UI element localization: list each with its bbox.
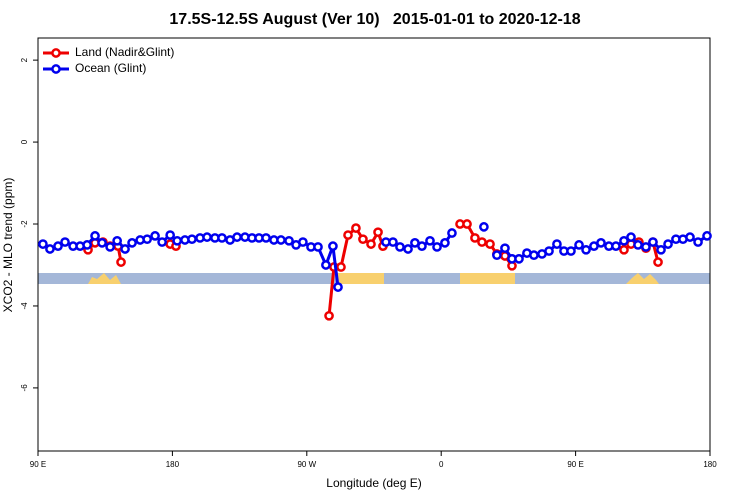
data-point: [552, 239, 562, 249]
data-point: [596, 238, 606, 248]
data-point: [112, 235, 122, 246]
data-point: [514, 253, 524, 264]
data-point: [653, 257, 663, 267]
data-point: [343, 230, 353, 240]
data-point: [500, 243, 510, 254]
plot-frame: [37, 37, 711, 452]
data-point: [626, 232, 636, 242]
legend-label: Land (Nadir&Glint): [75, 45, 174, 59]
data-point: [261, 233, 271, 243]
data-point: [479, 222, 489, 232]
data-point: [127, 238, 137, 248]
data-point: [351, 223, 361, 233]
data-point: [321, 260, 331, 270]
data-point: [38, 239, 48, 249]
data-point: [157, 237, 167, 247]
y-tick-label: -6: [20, 384, 29, 392]
data-point: [574, 240, 584, 250]
legend-label: Ocean (Glint): [75, 61, 146, 75]
data-point: [544, 246, 554, 256]
data-point: [702, 231, 712, 241]
data-point: [619, 235, 629, 246]
data-point: [142, 234, 153, 245]
data-point: [693, 237, 703, 247]
data-point: [581, 244, 591, 255]
data-point: [492, 250, 502, 261]
data-point: [97, 238, 107, 248]
data-point: [90, 231, 100, 241]
data-point: [187, 234, 197, 245]
x-tick-label: 90 E: [567, 460, 583, 469]
data-point: [82, 240, 92, 250]
land-band: [88, 273, 121, 284]
data-point: [150, 231, 160, 241]
data-point: [403, 244, 413, 254]
x-tick-label: 90 E: [30, 460, 46, 469]
data-point: [120, 244, 130, 254]
land-band: [460, 273, 515, 284]
data-point: [685, 232, 695, 242]
data-point: [116, 257, 126, 267]
data-point: [276, 235, 286, 245]
legend-marker: [51, 64, 61, 74]
data-point: [313, 242, 323, 252]
x-axis-label: Longitude (deg E): [326, 476, 421, 490]
data-point: [447, 228, 457, 238]
data-point: [366, 239, 376, 249]
x-tick-label: 180: [166, 460, 180, 469]
y-tick-label: -4: [20, 302, 29, 310]
data-point: [663, 239, 673, 249]
y-tick-label: 2: [20, 57, 29, 62]
data-point: [566, 246, 576, 256]
data-point: [432, 242, 442, 252]
data-point: [324, 310, 334, 321]
data-point: [232, 232, 242, 242]
data-point: [470, 233, 480, 243]
x-tick-label: 90 W: [297, 460, 316, 469]
legend-marker: [51, 48, 61, 58]
data-point: [333, 282, 343, 292]
data-point: [217, 233, 227, 243]
x-tick-label: 180: [703, 460, 717, 469]
data-point: [425, 235, 435, 246]
data-point: [485, 239, 495, 249]
data-point: [202, 232, 212, 242]
land-mask-band: [38, 273, 710, 284]
data-point: [60, 237, 70, 247]
data-point: [373, 227, 383, 238]
data-point: [395, 242, 405, 252]
data-point: [284, 235, 294, 246]
data-point: [477, 237, 487, 247]
y-tick-label: -2: [20, 220, 29, 228]
data-point: [440, 238, 450, 248]
data-point: [388, 237, 398, 247]
data-point: [336, 262, 346, 272]
data-point: [611, 241, 621, 251]
data-point: [619, 244, 629, 255]
data-point: [105, 242, 115, 252]
land-band: [626, 273, 659, 284]
data-point: [656, 244, 666, 255]
data-point: [45, 244, 55, 254]
data-point: [298, 237, 308, 247]
data-point: [53, 241, 63, 251]
data-point: [328, 241, 338, 251]
data-point: [462, 219, 472, 229]
data-point: [648, 237, 658, 247]
data-point: [529, 250, 539, 261]
data-point: [641, 242, 651, 252]
y-tick-label: 0: [20, 139, 29, 144]
data-point: [633, 240, 643, 250]
data-point: [358, 234, 368, 245]
chart-title: 17.5S-12.5S August (Ver 10) 2015-01-01 t…: [169, 11, 580, 28]
land-band: [338, 273, 384, 284]
x-tick-label: 0: [439, 460, 444, 469]
data-point: [165, 230, 176, 240]
data-point: [417, 241, 427, 251]
data-point: [172, 235, 183, 246]
y-axis-label: XCO2 - MLO trend (ppm): [1, 178, 15, 313]
